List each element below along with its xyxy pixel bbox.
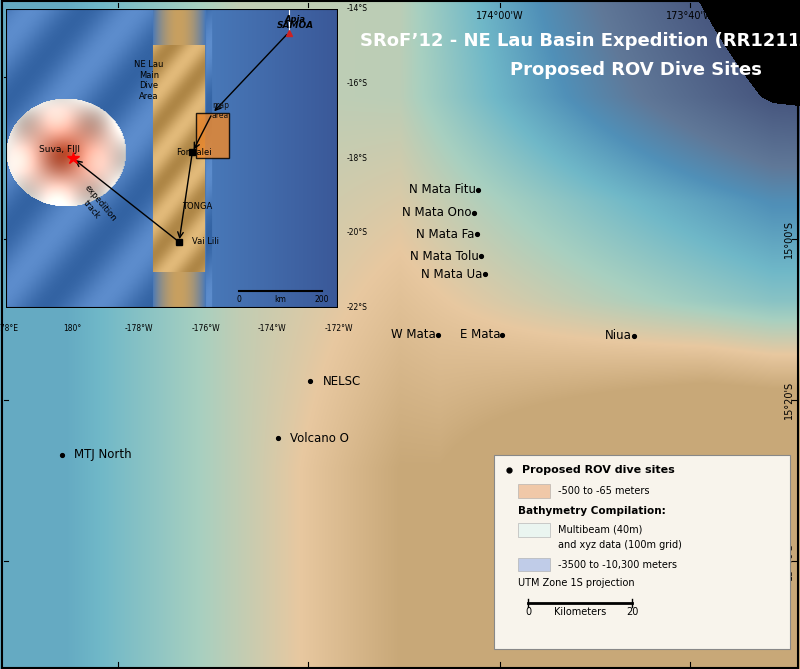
Text: N Mata Ua: N Mata Ua: [421, 268, 482, 281]
Text: -18°S: -18°S: [346, 154, 367, 163]
Text: 178°E: 178°E: [0, 324, 18, 333]
Text: SRoF’12 - NE Lau Basin Expedition (RR1211): SRoF’12 - NE Lau Basin Expedition (RR121…: [360, 33, 800, 50]
FancyBboxPatch shape: [518, 523, 550, 537]
Text: W Mata: W Mata: [391, 328, 436, 341]
Text: Apia: Apia: [285, 15, 306, 23]
Text: 20: 20: [626, 607, 638, 617]
Text: -500 to -65 meters: -500 to -65 meters: [558, 486, 650, 496]
Text: 0: 0: [525, 607, 531, 617]
Text: Vai Lili: Vai Lili: [192, 237, 219, 246]
Text: Kilometers: Kilometers: [554, 607, 606, 617]
Text: 174°40'W: 174°40'W: [220, 0, 258, 1]
Text: N Mata Tolu: N Mata Tolu: [410, 250, 478, 263]
Text: 14°40'S: 14°40'S: [784, 58, 794, 96]
FancyBboxPatch shape: [518, 484, 550, 498]
Text: Multibeam (40m): Multibeam (40m): [558, 525, 642, 535]
Text: and xyz data (100m grid): and xyz data (100m grid): [558, 540, 682, 549]
Text: Bathymetry Compilation:: Bathymetry Compilation:: [518, 506, 666, 516]
Text: 15°20'S: 15°20'S: [784, 381, 794, 419]
Text: -22°S: -22°S: [346, 303, 367, 312]
Text: Fonualei: Fonualei: [176, 148, 211, 157]
FancyBboxPatch shape: [494, 455, 790, 649]
Text: 174°40'W: 174°40'W: [94, 11, 142, 21]
Text: -14°S: -14°S: [346, 4, 368, 13]
Text: -3500 to -10,300 meters: -3500 to -10,300 meters: [558, 560, 678, 569]
Text: N Mata Ono: N Mata Ono: [402, 206, 472, 219]
Text: Suva, FIJI: Suva, FIJI: [39, 145, 80, 154]
Text: 0: 0: [236, 295, 242, 304]
Text: -16°S: -16°S: [346, 79, 368, 88]
Text: -178°W: -178°W: [125, 324, 154, 333]
Bar: [196, 113, 229, 158]
Text: N Mata Fitu: N Mata Fitu: [409, 183, 476, 197]
Text: 174°20'W: 174°20'W: [303, 0, 341, 1]
Text: TONGA: TONGA: [182, 201, 213, 211]
Text: map
area: map area: [212, 100, 229, 120]
Text: 174°00'W: 174°00'W: [476, 11, 524, 21]
Text: Niua: Niua: [605, 329, 632, 343]
FancyBboxPatch shape: [518, 558, 550, 571]
Text: 174°20'W: 174°20'W: [284, 11, 332, 21]
Text: MTJ North: MTJ North: [74, 448, 132, 462]
Text: expedition
track: expedition track: [74, 183, 118, 229]
Text: -172°W: -172°W: [324, 324, 353, 333]
Text: km: km: [274, 295, 286, 304]
Text: 200: 200: [314, 295, 329, 304]
Text: NELSC: NELSC: [322, 375, 361, 388]
Text: 15°40'S: 15°40'S: [784, 542, 794, 579]
Text: -20°S: -20°S: [346, 229, 368, 237]
Text: Proposed ROV dive sites: Proposed ROV dive sites: [522, 465, 674, 474]
Text: UTM Zone 1S projection: UTM Zone 1S projection: [518, 579, 635, 588]
Text: N Mata Fa: N Mata Fa: [416, 227, 474, 241]
Text: SAMOA: SAMOA: [277, 21, 314, 29]
Text: -174°W: -174°W: [258, 324, 286, 333]
Text: 180°: 180°: [64, 324, 82, 333]
Text: NE Lau
Main
Dive
Area: NE Lau Main Dive Area: [134, 60, 164, 100]
Text: 173°40'W: 173°40'W: [666, 11, 714, 21]
Text: 15°00'S: 15°00'S: [784, 220, 794, 258]
Text: Proposed ROV Dive Sites: Proposed ROV Dive Sites: [510, 62, 762, 79]
Text: Volcano O: Volcano O: [290, 432, 350, 445]
Text: E Mata: E Mata: [459, 328, 500, 341]
Text: -176°W: -176°W: [191, 324, 220, 333]
